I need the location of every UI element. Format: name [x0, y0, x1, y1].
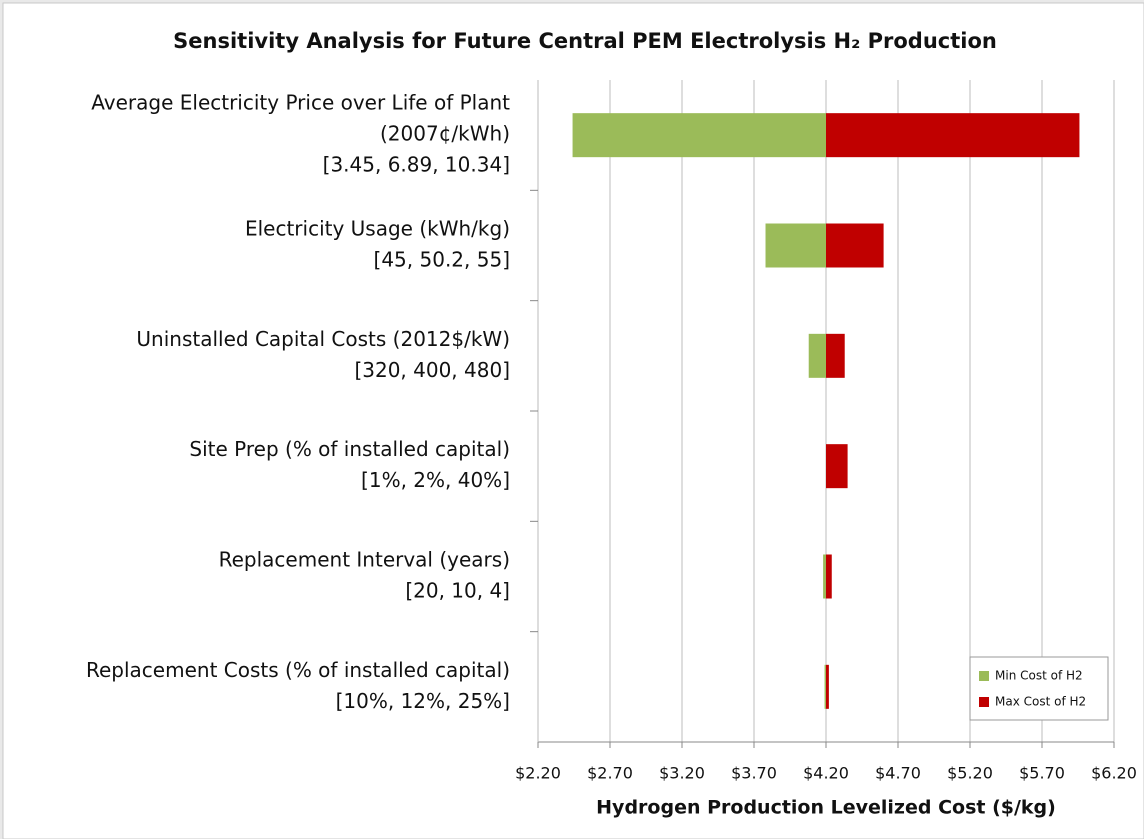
legend-swatch — [979, 697, 989, 707]
bar — [826, 664, 829, 709]
y-tick-label: [3.45, 6.89, 10.34] — [323, 153, 510, 177]
legend-label: Max Cost of H2 — [995, 695, 1086, 709]
x-tick-label: $2.70 — [587, 764, 633, 783]
x-tick-label: $2.20 — [515, 764, 561, 783]
x-tick-label: $5.20 — [947, 764, 993, 783]
y-tick-label: Replacement Costs (% of installed capita… — [86, 658, 510, 682]
legend-box — [969, 656, 1109, 721]
y-tick-label: Uninstalled Capital Costs (2012$/kW) — [136, 327, 510, 351]
x-tick-label: $3.70 — [731, 764, 777, 783]
bar — [826, 554, 832, 599]
y-tick-label: Replacement Interval (years) — [219, 548, 510, 572]
bar — [808, 333, 826, 378]
bar — [824, 664, 826, 709]
bar — [572, 113, 826, 158]
legend-label: Min Cost of H2 — [995, 669, 1083, 683]
bar — [826, 113, 1080, 158]
bar — [826, 444, 848, 489]
x-tick-label: $3.20 — [659, 764, 705, 783]
y-tick-label: [20, 10, 4] — [405, 579, 510, 603]
y-tick-label: [45, 50.2, 55] — [374, 248, 510, 272]
legend-swatch — [979, 671, 989, 681]
x-tick-label: $5.70 — [1019, 764, 1065, 783]
chart-title: Sensitivity Analysis for Future Central … — [173, 29, 997, 53]
x-tick-label: $4.20 — [803, 764, 849, 783]
y-tick-label: Site Prep (% of installed capital) — [189, 437, 510, 461]
y-tick-label: Electricity Usage (kWh/kg) — [245, 217, 510, 241]
y-tick-label: (2007¢/kWh) — [380, 122, 510, 146]
bar — [765, 223, 826, 268]
bar — [826, 223, 884, 268]
bar — [826, 333, 845, 378]
bar — [823, 554, 826, 599]
y-tick-label: [320, 400, 480] — [354, 358, 510, 382]
x-axis-title: Hydrogen Production Levelized Cost ($/kg… — [596, 797, 1056, 819]
x-tick-label: $4.70 — [875, 764, 921, 783]
y-tick-label: [10%, 12%, 25%] — [336, 689, 510, 713]
y-tick-label: [1%, 2%, 40%] — [361, 468, 510, 492]
x-tick-label: $6.20 — [1091, 764, 1137, 783]
y-tick-label: Average Electricity Price over Life of P… — [91, 91, 510, 115]
